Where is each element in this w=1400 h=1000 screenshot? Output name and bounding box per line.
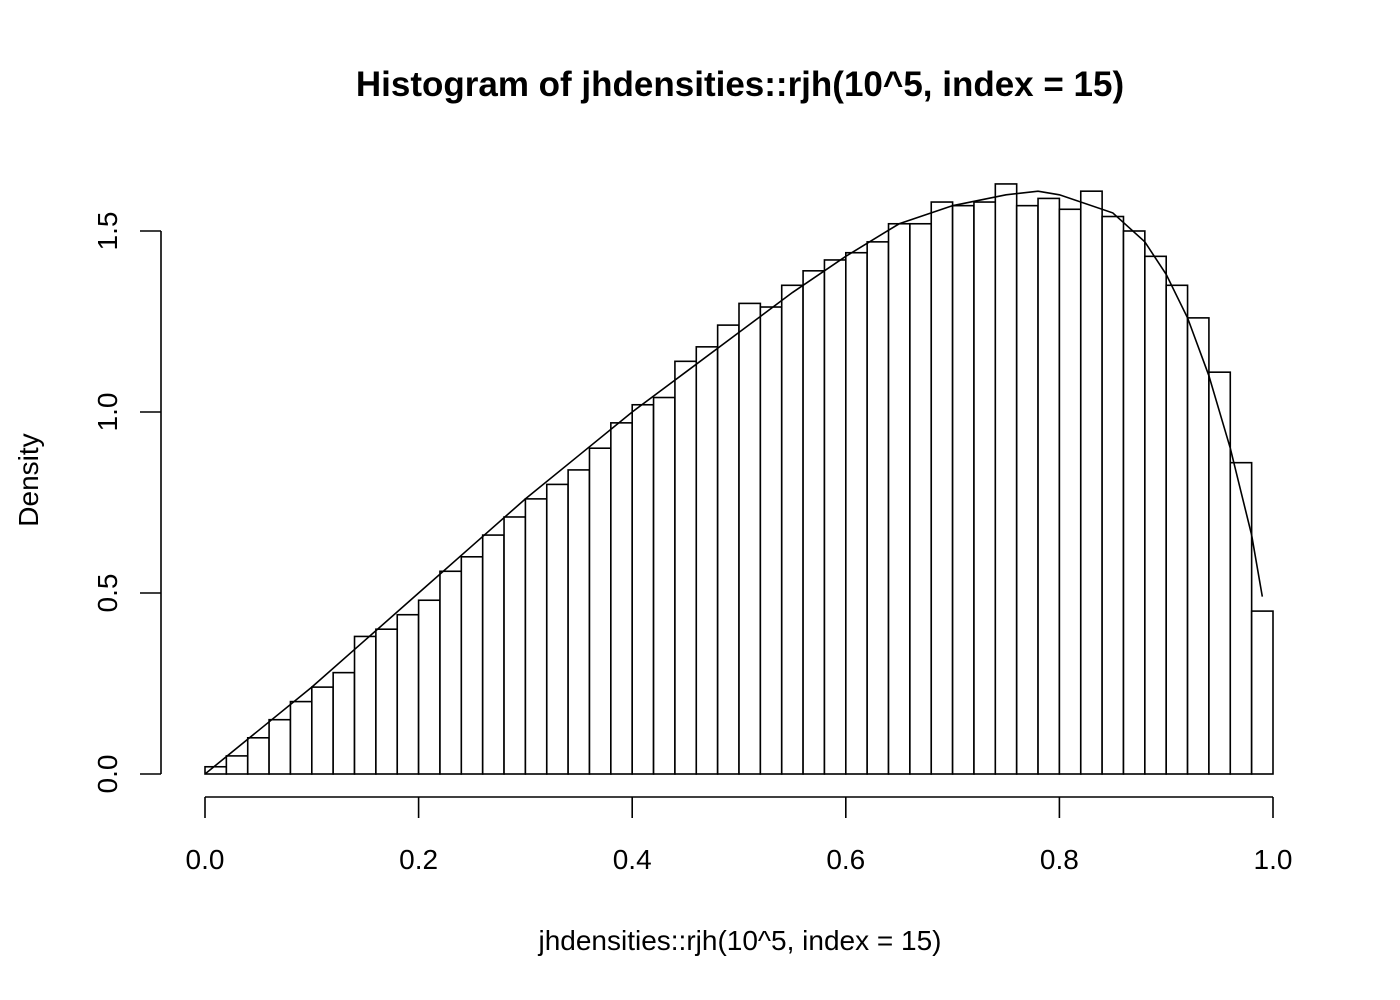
histogram-bar (695, 346, 719, 775)
histogram-bar (481, 534, 505, 775)
histogram-bar (524, 498, 548, 775)
density-curve-layer (204, 190, 1264, 775)
histogram-bar (1165, 284, 1189, 775)
y-tick-label: 0.5 (92, 574, 123, 613)
histogram-bar (759, 306, 783, 775)
y-tick-label: 0.0 (92, 755, 123, 794)
y-axis: 0.0 0.5 1.0 1.5 (92, 212, 162, 794)
histogram-bar (909, 222, 933, 775)
histogram-bar (353, 635, 377, 775)
histogram-bar (930, 201, 954, 775)
histogram-bar (460, 555, 484, 775)
histogram-bar (396, 613, 420, 775)
histogram-bar (951, 204, 975, 775)
density-curve (204, 190, 1264, 775)
histogram-bar (674, 360, 698, 775)
histogram-bars (204, 183, 1274, 775)
y-tick-label: 1.5 (92, 212, 123, 251)
histogram-bar (866, 241, 890, 775)
y-axis-label: Density (13, 433, 44, 526)
x-tick-label: 0.0 (186, 844, 225, 875)
x-tick-label: 0.4 (613, 844, 652, 875)
histogram-bar (610, 422, 634, 775)
x-tick-label: 1.0 (1254, 844, 1293, 875)
histogram-bar (780, 284, 804, 775)
histogram-bar (225, 755, 249, 775)
histogram-bar (738, 302, 762, 775)
histogram-bar (567, 469, 591, 775)
y-tick-label: 1.0 (92, 393, 123, 432)
histogram-bar (1186, 317, 1210, 775)
histogram-bar (1058, 208, 1082, 775)
histogram-bar (503, 516, 527, 775)
histogram-bar (1144, 255, 1167, 775)
histogram-bar (289, 700, 313, 775)
x-tick-label: 0.6 (826, 844, 865, 875)
histogram-bar (246, 736, 270, 775)
histogram-bar (887, 222, 911, 775)
histogram-bar (802, 270, 826, 775)
histogram-bar (994, 183, 1018, 775)
histogram-bar (1101, 215, 1125, 775)
chart-title: Histogram of jhdensities::rjh(10^5, inde… (356, 65, 1124, 104)
histogram-bar (844, 251, 868, 775)
x-tick-label: 0.2 (399, 844, 438, 875)
histogram-bar (268, 718, 292, 775)
histogram-bar (1015, 204, 1039, 775)
histogram-bar (1208, 371, 1232, 775)
x-axis: 0.0 0.2 0.4 0.6 0.8 1.0 (186, 796, 1293, 875)
histogram-bar (545, 483, 569, 775)
histogram-bar (1122, 230, 1146, 775)
histogram-bar (1079, 190, 1103, 775)
histogram-bar (823, 259, 847, 775)
histogram-bar (439, 570, 463, 775)
histogram-bar (588, 447, 612, 775)
histogram-bar (1229, 461, 1253, 775)
x-tick-label: 0.8 (1040, 844, 1079, 875)
x-axis-label: jhdensities::rjh(10^5, index = 15) (537, 925, 941, 956)
histogram-bar (973, 201, 997, 775)
histogram-bar (375, 628, 399, 775)
histogram-bar (631, 403, 655, 775)
histogram-bar (332, 671, 356, 775)
histogram-bar (1037, 197, 1061, 775)
histogram-bar (417, 599, 441, 775)
histogram-bar (716, 324, 740, 775)
histogram-bar (652, 396, 676, 775)
histogram-bar (310, 686, 334, 775)
histogram-bar (1250, 610, 1274, 775)
